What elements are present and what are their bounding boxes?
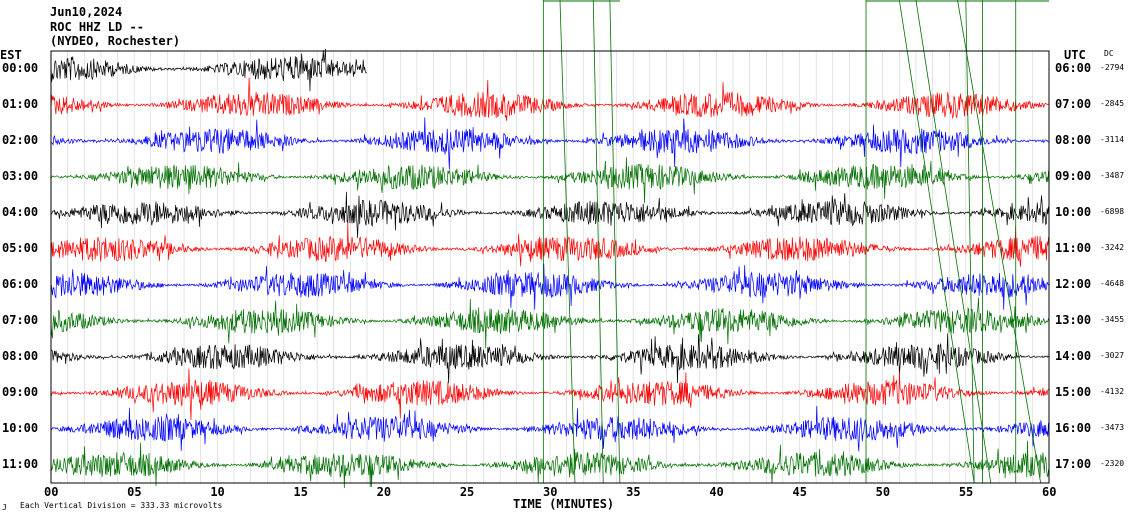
- trace-layer: [50, 48, 1049, 489]
- dc-offset-label: -4648: [1100, 279, 1125, 288]
- x-tick-label: 60: [1042, 485, 1057, 499]
- est-row-label: 09:00: [2, 385, 39, 399]
- trace-1000: [50, 406, 1049, 452]
- trace-0800: [50, 333, 1049, 384]
- est-row-label: 02:00: [2, 133, 39, 147]
- x-axis-title: TIME (MINUTES): [513, 497, 615, 511]
- trace-1100: [50, 440, 1049, 489]
- dc-header: DC: [1104, 49, 1114, 58]
- est-row-label: 08:00: [2, 349, 39, 363]
- x-tick-label: 40: [709, 485, 724, 499]
- trace-0700: [50, 297, 1049, 349]
- trace-0200: [50, 117, 1049, 170]
- plot-frame: [50, 50, 1050, 484]
- trace-0500: [50, 222, 1049, 267]
- trace-0900: [50, 368, 1049, 421]
- dc-offset-label: -3027: [1100, 351, 1125, 360]
- header-date: Jun10,2024: [50, 5, 123, 19]
- est-row-label: 10:00: [2, 421, 39, 435]
- event-marker-line: [592, 0, 604, 484]
- est-row-label: 11:00: [2, 457, 39, 471]
- footer-logo-icon: J: [2, 503, 7, 512]
- trace-0600: [50, 263, 1049, 310]
- x-tick-label: 10: [210, 485, 225, 499]
- header-location: (NYDEO, Rochester): [50, 34, 181, 48]
- utc-row-label: 06:00: [1055, 61, 1092, 75]
- dc-offset-label: -4132: [1100, 387, 1125, 396]
- x-tick-label: 20: [376, 485, 392, 499]
- dc-offset-label: -3114: [1100, 135, 1125, 144]
- utc-row-label: 10:00: [1055, 205, 1092, 219]
- est-row-label: 03:00: [2, 169, 39, 183]
- trace-0000: [50, 48, 367, 92]
- dc-offset-label: -2845: [1100, 99, 1125, 108]
- trace-0400: [50, 191, 1049, 238]
- event-marker-line: [915, 0, 992, 484]
- dc-offset-label: -2794: [1100, 63, 1125, 72]
- x-tick-label: 55: [958, 485, 974, 499]
- event-markers: [542, 0, 1049, 484]
- minute-gridlines: [67, 51, 1033, 483]
- footer-scale-note: Each Vertical Division = 333.33 microvol…: [20, 501, 223, 510]
- trace-0100: [50, 77, 1049, 121]
- est-row-label: 07:00: [2, 313, 39, 327]
- dc-offset-label: -6898: [1100, 207, 1125, 216]
- est-row-label: 01:00: [2, 97, 39, 111]
- header-station: ROC HHZ LD --: [50, 20, 144, 34]
- x-tick-label: 35: [626, 485, 641, 499]
- utc-row-label: 15:00: [1055, 385, 1092, 399]
- utc-row-label: 16:00: [1055, 421, 1092, 435]
- utc-row-label: 09:00: [1055, 169, 1092, 183]
- dc-offset-label: -3473: [1100, 423, 1125, 432]
- utc-row-label: 07:00: [1055, 97, 1092, 111]
- utc-row-label: 08:00: [1055, 133, 1092, 147]
- event-marker-line: [898, 0, 975, 484]
- est-row-label: 05:00: [2, 241, 39, 255]
- dc-offset-label: -2320: [1100, 459, 1125, 468]
- dc-offset-label: -3455: [1100, 315, 1125, 324]
- dc-offset-label: -3487: [1100, 171, 1125, 180]
- event-marker-line: [609, 0, 621, 484]
- event-marker-line: [965, 0, 975, 484]
- est-row-label: 06:00: [2, 277, 39, 291]
- x-tick-label: 00: [44, 485, 59, 499]
- event-marker-line: [957, 0, 1042, 484]
- event-marker-line: [559, 0, 576, 484]
- trace-0300: [50, 157, 1049, 204]
- x-tick-label: 50: [875, 485, 891, 499]
- utc-row-label: 14:00: [1055, 349, 1092, 363]
- x-tick-label: 25: [459, 485, 475, 499]
- utc-row-label: 11:00: [1055, 241, 1092, 255]
- est-label: EST: [0, 48, 22, 62]
- x-tick-label: 05: [127, 485, 142, 499]
- x-tick-label: 45: [792, 485, 807, 499]
- dc-offset-label: -3242: [1100, 243, 1125, 252]
- x-tick-label: 15: [293, 485, 308, 499]
- x-tick-label: 30: [543, 485, 558, 499]
- utc-row-label: 12:00: [1055, 277, 1092, 291]
- utc-row-label: 13:00: [1055, 313, 1092, 327]
- est-row-label: 00:00: [2, 61, 39, 75]
- est-row-label: 04:00: [2, 205, 39, 219]
- utc-label: UTC: [1064, 48, 1086, 62]
- utc-row-label: 17:00: [1055, 457, 1092, 471]
